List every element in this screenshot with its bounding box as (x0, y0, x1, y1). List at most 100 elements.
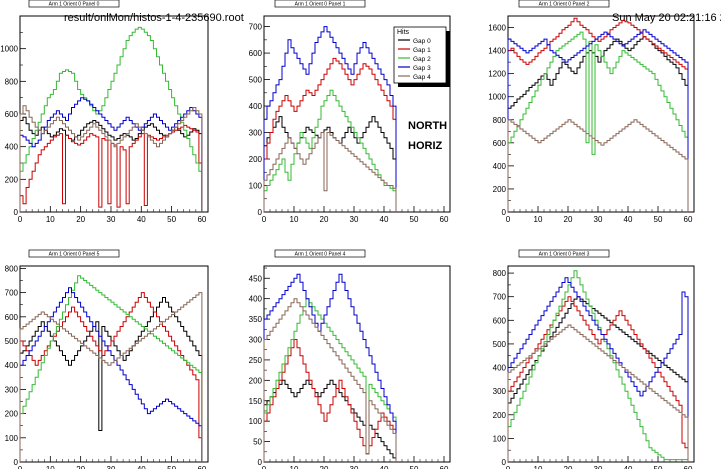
x-tick-label: 0 (18, 215, 23, 224)
x-tick-label: 60 (440, 215, 449, 224)
histogram-gap-3 (19, 287, 203, 462)
x-tick-label: 20 (320, 215, 329, 224)
x-tick-label: 20 (76, 465, 85, 469)
y-tick-label: 300 (249, 336, 263, 345)
x-tick-label: 50 (167, 465, 176, 469)
y-tick-label: 500 (249, 76, 263, 85)
x-tick-label: 30 (107, 215, 116, 224)
legend-entry: Gap 4 (413, 74, 431, 81)
x-tick-label: 60 (440, 465, 449, 469)
y-tick-label: 0 (258, 208, 263, 217)
y-tick-label: 1000 (0, 45, 18, 54)
y-tick-label: 600 (493, 316, 507, 325)
panel-title: Arm 1 Orient 0 Panel 5 (49, 251, 100, 257)
y-tick-label: 0 (502, 208, 507, 217)
y-tick-label: 800 (493, 116, 507, 125)
y-tick-label: 400 (5, 143, 19, 152)
histogram-gap-1 (19, 124, 203, 212)
legend-entry: Gap 2 (413, 56, 431, 63)
y-tick-label: 600 (5, 313, 19, 322)
y-tick-label: 1000 (488, 93, 506, 102)
legend-entry: Gap 0 (413, 38, 431, 45)
x-tick-label: 30 (107, 465, 116, 469)
histogram-gap-4 (19, 105, 203, 212)
histogram-gap-3 (507, 29, 689, 212)
x-tick-label: 30 (594, 465, 603, 469)
histogram-gap-2 (263, 298, 397, 462)
y-tick-label: 200 (493, 185, 507, 194)
y-tick-label: 800 (493, 269, 507, 278)
x-tick-label: 10 (290, 465, 299, 469)
y-tick-label: 400 (249, 102, 263, 111)
panel-title: Arm 1 Orient 0 Panel 0 (49, 1, 100, 7)
panel-title: Arm 1 Orient 0 Panel 1 (295, 1, 346, 7)
legend-entry: Gap 3 (413, 65, 431, 72)
histogram-gap-4 (19, 292, 203, 462)
y-tick-label: 0 (502, 458, 507, 467)
y-tick-label: 200 (5, 410, 19, 419)
histogram-gap-2 (507, 31, 689, 212)
x-tick-label: 10 (534, 465, 543, 469)
histogram-gap-4 (263, 132, 397, 212)
x-tick-label: 50 (167, 215, 176, 224)
y-tick-label: 700 (493, 293, 507, 302)
x-tick-label: 40 (380, 215, 389, 224)
legend-title: Hits (397, 29, 410, 36)
x-tick-label: 10 (46, 465, 55, 469)
y-tick-label: 1600 (488, 24, 506, 33)
y-tick-label: 400 (493, 162, 507, 171)
y-tick-label: 800 (5, 264, 19, 273)
y-tick-label: 200 (5, 175, 19, 184)
histogram-gap-0 (19, 297, 203, 462)
y-tick-label: 1400 (488, 47, 506, 56)
x-tick-label: 30 (350, 215, 359, 224)
panel-title-box (518, 0, 610, 8)
histogram-gap-1 (19, 292, 203, 462)
y-tick-label: 250 (249, 356, 263, 365)
x-tick-label: 20 (76, 215, 85, 224)
y-tick-label: 100 (5, 434, 19, 443)
y-tick-label: 700 (249, 23, 263, 32)
plot-frame (507, 15, 695, 213)
x-tick-label: 20 (564, 465, 573, 469)
histogram-gap-3 (263, 26, 397, 212)
panel-title: Arm 1 Orient 0 Panel 4 (295, 251, 346, 257)
y-tick-label: 600 (493, 139, 507, 148)
histogram-gap-1 (263, 57, 397, 212)
panel-title: Arm 1 Orient 0 Panel 3 (539, 251, 590, 257)
x-tick-label: 10 (534, 215, 543, 224)
x-tick-label: 50 (410, 465, 419, 469)
histogram-gap-1 (507, 17, 689, 212)
y-tick-label: 500 (493, 340, 507, 349)
x-tick-label: 40 (624, 465, 633, 469)
y-tick-label: 0 (14, 458, 19, 467)
plot-frame (19, 265, 209, 463)
y-tick-label: 100 (249, 182, 263, 191)
y-tick-label: 0 (258, 458, 263, 467)
histogram-gap-4 (507, 324, 689, 462)
histogram-gap-3 (263, 273, 397, 462)
panel-title-box (274, 0, 366, 8)
x-tick-label: 10 (290, 215, 299, 224)
y-tick-label: 400 (249, 295, 263, 304)
x-tick-label: 60 (197, 465, 206, 469)
x-tick-label: 10 (46, 215, 55, 224)
y-tick-label: 700 (5, 289, 19, 298)
x-tick-label: 0 (506, 465, 511, 469)
x-tick-label: 20 (320, 465, 329, 469)
y-tick-label: 100 (249, 417, 263, 426)
y-tick-label: 350 (249, 315, 263, 324)
x-tick-label: 30 (594, 215, 603, 224)
histogram-gap-2 (263, 89, 397, 212)
histogram-gap-2 (19, 275, 203, 462)
x-tick-label: 40 (624, 215, 633, 224)
x-tick-label: 50 (410, 215, 419, 224)
histogram-gap-3 (19, 97, 203, 212)
histogram-gap-0 (507, 36, 689, 212)
plot-frame (263, 15, 451, 213)
histogram-gap-4 (507, 119, 689, 212)
x-tick-label: 0 (262, 465, 267, 469)
x-tick-label: 60 (684, 465, 693, 469)
x-tick-label: 30 (350, 465, 359, 469)
x-tick-label: 20 (564, 215, 573, 224)
